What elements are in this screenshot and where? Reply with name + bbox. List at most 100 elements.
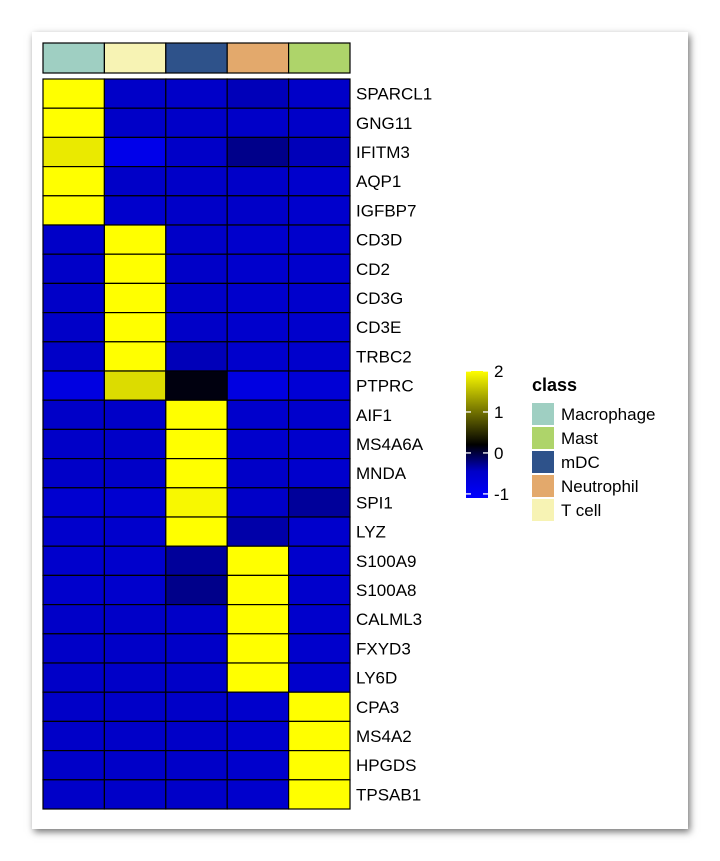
- heatmap-cell: [42, 720, 106, 752]
- heatmap-cell: [42, 545, 106, 577]
- heatmap-cell: [103, 282, 167, 314]
- legend-swatch-mdc: [532, 451, 554, 473]
- heatmap-cell: [165, 603, 228, 635]
- annotation-cell-mdc: [165, 42, 228, 74]
- legend-label: Macrophage: [561, 405, 656, 424]
- heatmap-cell: [288, 341, 351, 372]
- heatmap-cell: [165, 253, 228, 284]
- heatmap-cell: [226, 458, 290, 489]
- legend-label: mDC: [561, 453, 600, 472]
- heatmap-cell: [103, 428, 167, 460]
- heatmap-cell: [42, 166, 106, 197]
- heatmap-cell: [288, 691, 351, 723]
- row-label: SPARCL1: [356, 85, 432, 104]
- heatmap-cell: [288, 195, 351, 226]
- heatmap-cell: [288, 312, 351, 343]
- row-label: MNDA: [356, 464, 407, 483]
- heatmap-cell: [288, 545, 351, 577]
- heatmap-cell: [226, 341, 290, 372]
- heatmap-cell: [165, 487, 228, 518]
- heatmap-cell: [42, 107, 106, 138]
- heatmap-cell: [103, 107, 167, 138]
- heatmap-cell: [165, 341, 228, 372]
- heatmap-cell: [288, 107, 351, 138]
- heatmap-cell: [288, 166, 351, 197]
- heatmap-cell: [42, 779, 106, 810]
- heatmap-cell: [226, 166, 290, 197]
- row-label: IGFBP7: [356, 201, 416, 220]
- heatmap-cell: [226, 749, 290, 781]
- heatmap-cell: [288, 78, 351, 109]
- row-label: CD3G: [356, 289, 403, 308]
- heatmap-cell: [165, 720, 228, 752]
- legend-label: Neutrophil: [561, 477, 639, 496]
- heatmap-cell: [165, 691, 228, 723]
- legend-title: class: [532, 375, 577, 395]
- heatmap-cell: [165, 399, 228, 431]
- heatmap-cell: [165, 662, 228, 693]
- heatmap-cell: [103, 253, 167, 284]
- color-scale-tick-label: 1: [494, 403, 503, 422]
- heatmap-cell: [103, 691, 167, 723]
- heatmap-cell: [226, 107, 290, 138]
- heatmap-cell: [42, 574, 106, 606]
- heatmap-cell: [42, 516, 106, 547]
- heatmap-cell: [226, 662, 290, 693]
- heatmap-cell: [42, 312, 106, 343]
- heatmap-cell: [103, 370, 167, 401]
- heatmap-cell: [288, 662, 351, 693]
- row-label: FXYD3: [356, 639, 411, 658]
- heatmap-cell: [103, 545, 167, 577]
- annotation-cell-neutrophil: [226, 42, 290, 74]
- heatmap-cell: [288, 779, 351, 810]
- heatmap-cell: [288, 428, 351, 460]
- heatmap-cell: [42, 749, 106, 781]
- column-annotation-bar: [42, 42, 351, 74]
- heatmap-cell: [226, 779, 290, 810]
- heatmap-cell: [226, 487, 290, 518]
- heatmap-cell: [103, 195, 167, 226]
- row-label: TPSAB1: [356, 785, 421, 804]
- heatmap-cell: [103, 136, 167, 168]
- heatmap-cell: [165, 458, 228, 489]
- heatmap-cell: [226, 633, 290, 664]
- heatmap-cell: [103, 224, 167, 255]
- heatmap-cell: [288, 720, 351, 752]
- heatmap-cell: [103, 516, 167, 547]
- heatmap-cell: [165, 136, 228, 168]
- heatmap-cell: [165, 428, 228, 460]
- heatmap-cell: [42, 195, 106, 226]
- row-label: PTPRC: [356, 377, 414, 396]
- heatmap-cell: [103, 458, 167, 489]
- color-scale-bar: [466, 371, 488, 498]
- heatmap-cell: [165, 545, 228, 577]
- row-label: CALML3: [356, 610, 422, 629]
- heatmap-cell: [288, 487, 351, 518]
- row-label: AIF1: [356, 406, 392, 425]
- legend-swatch-t-cell: [532, 499, 554, 521]
- heatmap-cell: [226, 370, 290, 401]
- row-label: TRBC2: [356, 347, 412, 366]
- color-scale-tick-label: 0: [494, 444, 503, 463]
- heatmap-cell: [42, 458, 106, 489]
- heatmap-cell: [288, 224, 351, 255]
- heatmap-cell: [226, 603, 290, 635]
- annotation-cell-mast: [288, 42, 351, 74]
- heatmap-cell: [165, 166, 228, 197]
- heatmap-cell: [103, 779, 167, 810]
- heatmap-cell: [103, 341, 167, 372]
- heatmap-cell: [226, 574, 290, 606]
- heatmap-cell: [226, 195, 290, 226]
- heatmap-cell: [103, 574, 167, 606]
- row-label: S100A9: [356, 552, 417, 571]
- row-label: CD3E: [356, 318, 401, 337]
- heatmap-cell: [165, 282, 228, 314]
- heatmap-cell: [42, 253, 106, 284]
- heatmap-cell: [42, 603, 106, 635]
- heatmap-cell: [165, 779, 228, 810]
- heatmap-cell: [226, 253, 290, 284]
- row-label: CPA3: [356, 698, 399, 717]
- heatmap-cell: [103, 487, 167, 518]
- row-label: AQP1: [356, 172, 401, 191]
- heatmap-cell: [42, 282, 106, 314]
